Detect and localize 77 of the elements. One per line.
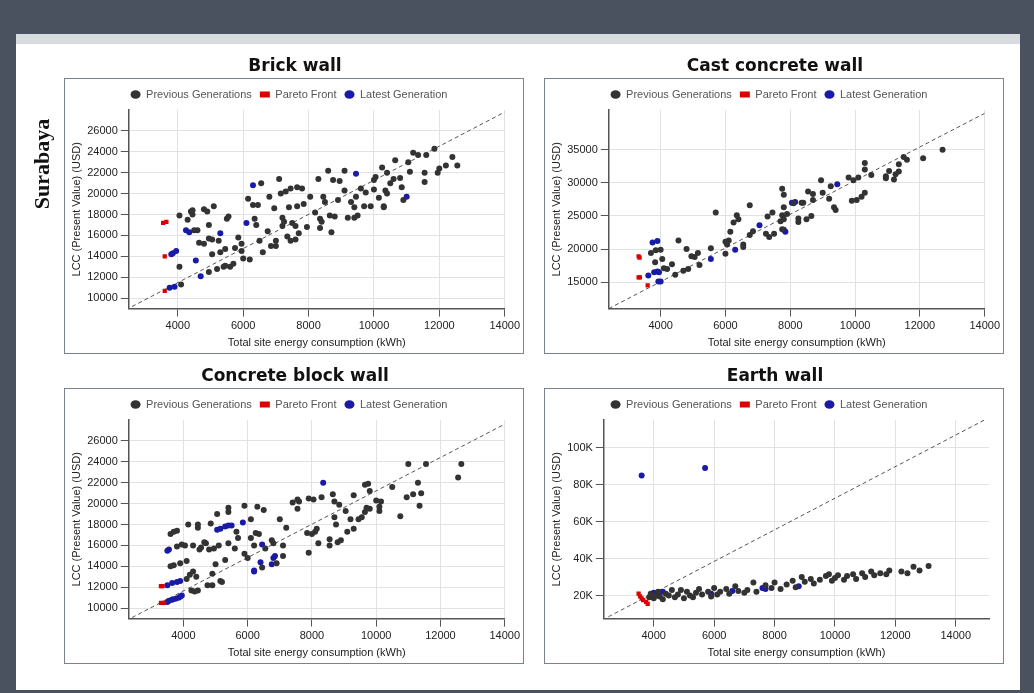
- y-tick-label: 14000: [87, 249, 118, 262]
- text: Surabaya: [29, 118, 56, 210]
- y-tick-label: 12000: [87, 580, 118, 593]
- legend-label: Previous Generations: [626, 87, 733, 100]
- legend-label: Latest Generation: [839, 397, 928, 410]
- x-tick-label: 6000: [235, 629, 260, 642]
- x-axis-title: Total site energy consumption (kWh): [227, 336, 406, 349]
- legend-label: Previous Generations: [146, 87, 253, 100]
- y-tick-label: 35000: [567, 142, 598, 155]
- legend-label: Pareto Front: [275, 87, 337, 100]
- legend-label: Latest Generation: [839, 87, 928, 100]
- x-axis-title: Total site energy consumption (kWh): [707, 646, 886, 659]
- x-tick-label: 14000: [940, 629, 972, 642]
- x-tick-label: 8000: [778, 319, 803, 332]
- y-tick-label: 25000: [567, 208, 598, 221]
- y-tick-label: 20000: [567, 242, 598, 255]
- y-tick-label: 12000: [87, 270, 118, 283]
- y-tick-label: 20000: [87, 496, 118, 509]
- y-tick-label: 20000: [87, 186, 118, 199]
- y-tick-label: 26000: [87, 433, 118, 446]
- x-axis-title: Total site energy consumption (kWh): [707, 336, 886, 349]
- y-tick-label: 18000: [87, 207, 118, 220]
- x-tick-label: 14000: [489, 629, 520, 642]
- y-tick-label: 22000: [87, 475, 118, 488]
- y-tick-label: 14000: [87, 559, 118, 572]
- y-axis-title: LCC (Present Value) (USD): [69, 142, 82, 277]
- x-tick-label: 6000: [713, 319, 738, 332]
- x-tick-label: 12000: [425, 629, 456, 642]
- x-tick-label: 4000: [641, 629, 666, 642]
- y-tick-label: 60K: [573, 514, 594, 527]
- chart-title: Earth wall: [725, 364, 825, 386]
- y-tick-label: 30000: [567, 175, 598, 188]
- legend-label: Pareto Front: [755, 87, 817, 100]
- y-axis-title: LCC (Present Value) (USD): [549, 142, 562, 277]
- y-tick-label: 20K: [573, 588, 594, 601]
- x-tick-label: 4000: [648, 319, 673, 332]
- x-tick-label: 14000: [489, 319, 520, 332]
- x-axis-title: Total site energy consumption (kWh): [227, 646, 406, 659]
- y-tick-label: 24000: [87, 144, 118, 157]
- chart-title: Brick wall: [247, 54, 343, 76]
- y-tick-label: 15000: [567, 275, 598, 288]
- x-tick-label: 10000: [360, 629, 392, 642]
- x-tick-label: 8000: [299, 629, 325, 642]
- y-tick-label: 24000: [87, 454, 118, 467]
- y-axis-title: LCC (Present Value) (USD): [69, 452, 82, 587]
- y-tick-label: 16000: [87, 538, 118, 551]
- y-tick-label: 22000: [87, 165, 118, 178]
- x-tick-label: 4000: [165, 319, 191, 332]
- y-tick-label: 18000: [87, 517, 118, 530]
- y-tick-label: 26000: [87, 123, 118, 136]
- x-tick-label: 12000: [424, 319, 455, 332]
- chart-title: Cast concrete wall: [685, 54, 865, 76]
- x-tick-label: 14000: [969, 319, 1000, 332]
- y-tick-label: 10000: [87, 291, 118, 304]
- legend-label: Previous Generations: [146, 397, 253, 410]
- x-tick-label: 6000: [701, 629, 727, 642]
- x-tick-label: 10000: [819, 629, 851, 642]
- x-tick-label: 4000: [171, 629, 196, 642]
- x-tick-label: 12000: [904, 319, 936, 332]
- legend-label: Previous Generations: [626, 397, 733, 410]
- chart-title: Concrete block wall: [200, 364, 390, 386]
- x-tick-label: 6000: [230, 319, 256, 332]
- x-tick-label: 10000: [358, 319, 390, 332]
- x-tick-label: 10000: [839, 319, 871, 332]
- legend-label: Latest Generation: [359, 397, 448, 410]
- y-tick-label: 16000: [87, 228, 118, 241]
- x-tick-label: 8000: [296, 319, 321, 332]
- x-tick-label: 8000: [762, 629, 787, 642]
- legend-label: Pareto Front: [755, 397, 817, 410]
- y-tick-label: 80K: [573, 477, 594, 490]
- x-tick-label: 12000: [880, 629, 911, 642]
- y-tick-label: 10000: [87, 601, 118, 614]
- y-axis-title: LCC (Present Value) (USD): [549, 452, 562, 587]
- y-tick-label: 100K: [567, 440, 594, 453]
- legend-label: Pareto Front: [275, 397, 337, 410]
- legend-label: Latest Generation: [359, 87, 448, 100]
- y-tick-label: 40K: [573, 551, 594, 564]
